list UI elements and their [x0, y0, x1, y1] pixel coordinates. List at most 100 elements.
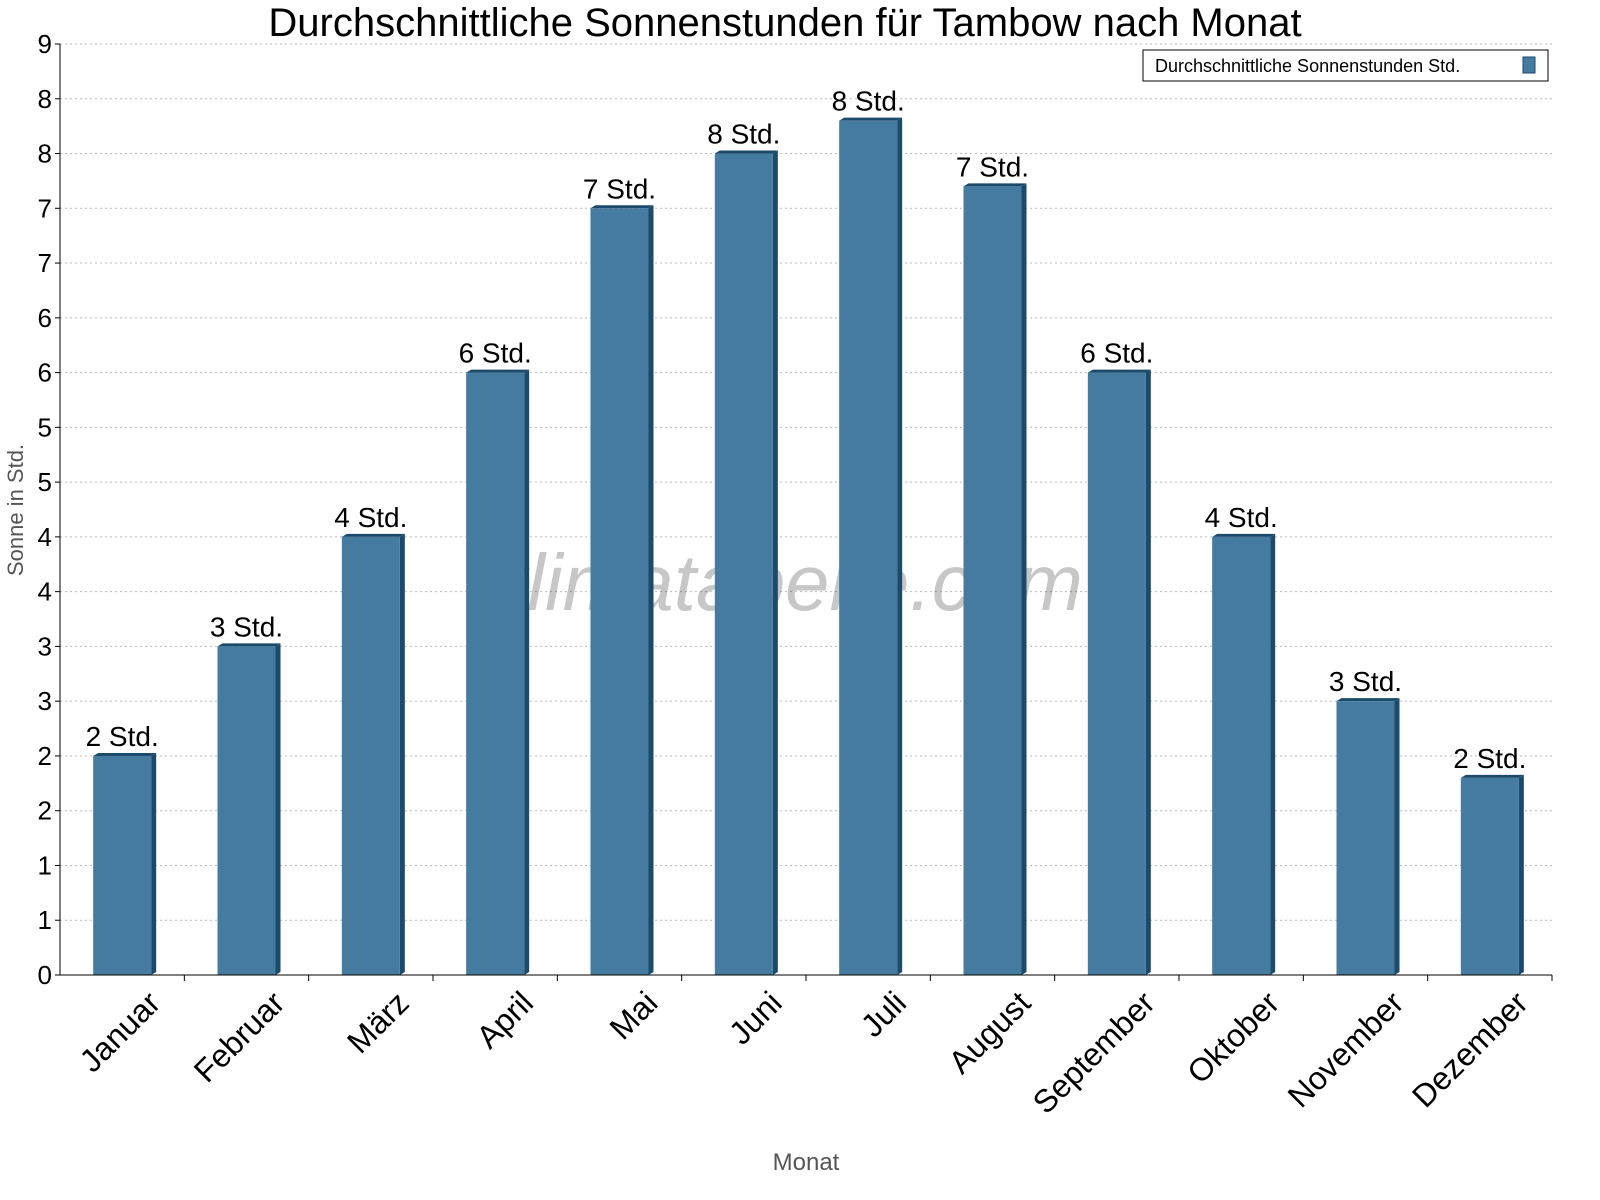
bar-januar: 2 Std. [86, 721, 159, 975]
bar-juli: 8 Std. [832, 86, 905, 975]
y-tick-label: 8 [38, 84, 52, 114]
data-label: 8 Std. [707, 119, 780, 150]
y-tick-label: 3 [38, 686, 52, 716]
y-tick-label: 8 [38, 139, 52, 169]
chart-title: Durchschnittliche Sonnenstunden für Tamb… [268, 1, 1301, 45]
bar-top [217, 643, 281, 647]
bar-februar: 3 Std. [210, 611, 283, 975]
x-tick-label: August [942, 984, 1038, 1080]
bars: 2 Std. 3 Std. 4 Std. 6 Std. 7 Std. 8 Std. 8 St… [86, 86, 1526, 975]
bar-side [151, 752, 157, 975]
bar-side [524, 369, 530, 975]
data-label: 6 Std. [459, 338, 532, 369]
bar [714, 153, 773, 975]
y-tick-label: 0 [38, 960, 52, 990]
bar-top [1087, 369, 1151, 373]
bar [1087, 372, 1146, 975]
bar-august: 7 Std. [956, 151, 1029, 975]
bar-top [466, 369, 530, 373]
x-tick-label: September [1026, 984, 1162, 1120]
bar-april: 6 Std. [459, 338, 532, 975]
y-tick-label: 7 [38, 248, 52, 278]
data-label: 8 Std. [832, 86, 905, 117]
y-tick-label: 5 [38, 467, 52, 497]
x-axis: Januar Februar März April Mai Juni Juli AugustS… [60, 974, 1553, 1121]
x-tick-label: Oktober [1180, 984, 1286, 1090]
bar-oktober: 4 Std. [1205, 502, 1278, 975]
y-tick-label: 6 [38, 303, 52, 333]
data-label: 4 Std. [1205, 502, 1278, 533]
bar [839, 120, 898, 975]
x-tick-label: April [469, 984, 540, 1055]
y-tick-label: 1 [38, 905, 52, 935]
bar-top [93, 752, 157, 756]
bar [466, 372, 525, 975]
bar-top [1212, 533, 1276, 537]
x-tick-label: Juni [722, 984, 789, 1051]
y-axis: 0 1 1 2 2 3 3 4 4 5 5 6 6 7 7 8 8 9 [38, 29, 61, 990]
data-label: 6 Std. [1080, 338, 1153, 369]
bar-top [839, 117, 903, 121]
bar [1336, 701, 1395, 975]
bar-side [1518, 774, 1524, 975]
bar-top [1336, 698, 1400, 702]
bar-mai: 7 Std. [583, 173, 656, 975]
y-tick-label: 2 [38, 741, 52, 771]
bar [341, 536, 400, 975]
bar-side [1394, 698, 1400, 975]
x-tick-label: Januar [72, 984, 167, 1079]
y-axis-label: Sonne in Std. [3, 444, 28, 576]
data-label: 7 Std. [956, 151, 1029, 182]
y-tick-label: 7 [38, 193, 52, 223]
legend-swatch [1522, 56, 1536, 74]
bar [590, 208, 649, 975]
bar-side [275, 643, 281, 975]
bar-märz: 4 Std. [334, 502, 407, 975]
y-tick-label: 4 [38, 577, 52, 607]
legend: Durchschnittliche Sonnenstunden Std. [1142, 49, 1549, 82]
bar [1212, 536, 1271, 975]
bar-top [714, 150, 778, 154]
x-tick-label: Februar [187, 984, 292, 1089]
bar-top [341, 533, 405, 537]
bar-side [1021, 183, 1027, 975]
bar-juni: 8 Std. [707, 119, 780, 975]
y-tick-label: 3 [38, 631, 52, 661]
data-label: 2 Std. [86, 721, 159, 752]
data-label: 3 Std. [1329, 666, 1402, 697]
data-label: 3 Std. [210, 611, 283, 642]
bar-side [399, 533, 405, 975]
x-tick-label: Mai [603, 984, 665, 1046]
bar-top [1460, 774, 1524, 778]
bar-dezember: 2 Std. [1453, 743, 1526, 975]
bar-top [963, 183, 1027, 187]
bar-side [648, 205, 654, 975]
data-label: 2 Std. [1453, 743, 1526, 774]
grid [60, 43, 1552, 921]
bar-side [1145, 369, 1151, 975]
bar-side [1270, 533, 1276, 975]
bar [963, 186, 1022, 975]
x-tick-label: November [1281, 984, 1411, 1114]
bar-top [590, 205, 654, 209]
bar [217, 646, 276, 975]
x-axis-label: Monat [773, 1149, 840, 1176]
x-tick-label: März [340, 984, 416, 1060]
y-tick-label: 1 [38, 850, 52, 880]
bar [93, 755, 152, 975]
bar [1460, 777, 1519, 975]
x-tick-label: Dezember [1405, 984, 1535, 1114]
legend-label: Durchschnittliche Sonnenstunden Std. [1155, 56, 1460, 76]
x-tick-label: Juli [854, 984, 913, 1043]
bar-side [897, 117, 903, 975]
y-tick-label: 6 [38, 358, 52, 388]
data-label: 7 Std. [583, 173, 656, 204]
bar-side [772, 150, 778, 975]
data-label: 4 Std. [334, 502, 407, 533]
y-tick-label: 4 [38, 522, 52, 552]
y-tick-label: 9 [38, 29, 52, 59]
y-tick-label: 5 [38, 412, 52, 442]
bar-november: 3 Std. [1329, 666, 1402, 975]
bar-september: 6 Std. [1080, 338, 1153, 975]
